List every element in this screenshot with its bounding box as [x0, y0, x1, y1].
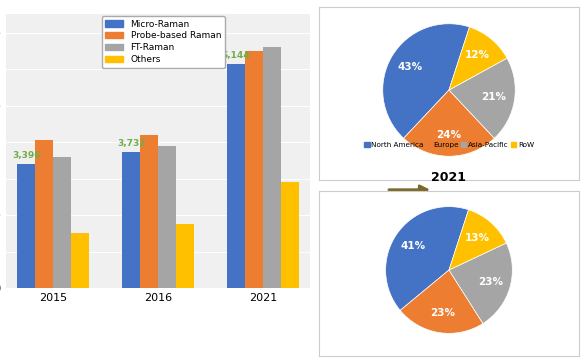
Legend: North America, Europe, Asia-Pacific, RoW: North America, Europe, Asia-Pacific, RoW	[361, 139, 537, 151]
Wedge shape	[449, 27, 507, 90]
Bar	[176, 224, 194, 288]
Wedge shape	[386, 207, 469, 310]
Text: 23%: 23%	[478, 277, 503, 287]
Text: Asia-Pacific ; 783억원: Asia-Pacific ; 783억원	[40, 312, 154, 322]
Bar	[227, 64, 245, 288]
Bar	[18, 164, 35, 288]
Text: 43%: 43%	[398, 62, 423, 72]
Bar	[122, 152, 140, 288]
Text: 23%: 23%	[430, 307, 455, 318]
Wedge shape	[449, 243, 512, 324]
Title: 2021: 2021	[432, 171, 466, 184]
Wedge shape	[400, 270, 483, 333]
Bar	[35, 140, 53, 288]
Text: 41%: 41%	[401, 241, 426, 251]
Wedge shape	[449, 58, 515, 138]
Text: 12%: 12%	[465, 50, 490, 60]
Wedge shape	[449, 210, 506, 270]
Bar	[263, 47, 281, 288]
Bar	[281, 182, 298, 288]
Text: 13%: 13%	[465, 233, 490, 243]
Wedge shape	[383, 24, 469, 138]
Text: 3,732: 3,732	[117, 139, 146, 148]
Text: 3,396: 3,396	[12, 152, 40, 161]
Legend: Micro-Raman, Probe-based Raman, FT-Raman, Others: Micro-Raman, Probe-based Raman, FT-Raman…	[102, 16, 225, 68]
Bar	[71, 233, 89, 288]
Bar	[245, 51, 263, 288]
Text: 한국시장 : 약 100~150억원 추산: 한국시장 : 약 100~150억원 추산	[40, 339, 167, 349]
Text: 24%: 24%	[436, 130, 462, 140]
Text: 6,144: 6,144	[222, 51, 250, 60]
Bar	[53, 157, 71, 288]
Bar	[158, 146, 176, 288]
Text: 21%: 21%	[481, 92, 506, 102]
Wedge shape	[404, 90, 494, 156]
Bar	[140, 135, 158, 288]
